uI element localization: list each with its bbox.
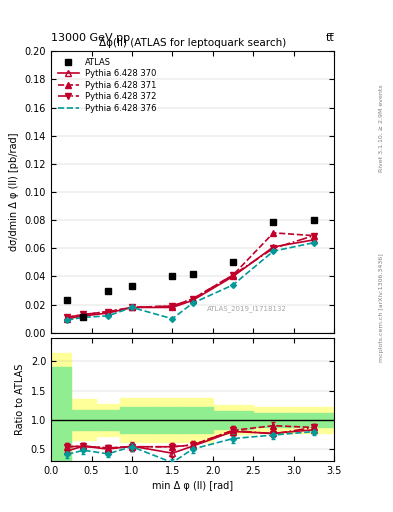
ATLAS <box>81 314 86 321</box>
Y-axis label: Ratio to ATLAS: Ratio to ATLAS <box>15 364 25 435</box>
Pythia 6.428 370 <box>65 315 70 322</box>
Y-axis label: dσ/dmin Δ φ (ll) [pb/rad]: dσ/dmin Δ φ (ll) [pb/rad] <box>9 133 19 251</box>
Pythia 6.428 371 <box>170 303 175 309</box>
ATLAS <box>105 288 110 294</box>
Pythia 6.428 370 <box>170 304 175 310</box>
Pythia 6.428 370 <box>81 313 86 319</box>
ATLAS <box>130 283 134 289</box>
Pythia 6.428 372 <box>65 314 70 321</box>
Line: Pythia 6.428 372: Pythia 6.428 372 <box>64 233 317 320</box>
Pythia 6.428 371 <box>105 309 110 315</box>
Pythia 6.428 376 <box>271 248 276 254</box>
Text: mcplots.cern.ch [arXiv:1306.3436]: mcplots.cern.ch [arXiv:1306.3436] <box>379 253 384 361</box>
Pythia 6.428 370 <box>231 273 235 280</box>
Pythia 6.428 376 <box>81 314 86 321</box>
ATLAS <box>190 270 195 276</box>
Line: Pythia 6.428 370: Pythia 6.428 370 <box>64 237 317 322</box>
Pythia 6.428 370 <box>130 304 134 310</box>
Pythia 6.428 370 <box>271 244 276 250</box>
Pythia 6.428 376 <box>105 313 110 319</box>
Line: ATLAS: ATLAS <box>64 217 317 321</box>
Pythia 6.428 371 <box>190 296 195 302</box>
Text: 13000 GeV pp: 13000 GeV pp <box>51 33 130 43</box>
Pythia 6.428 372 <box>190 296 195 302</box>
Pythia 6.428 372 <box>231 272 235 278</box>
Text: ATLAS_2019_I1718132: ATLAS_2019_I1718132 <box>207 305 286 312</box>
Pythia 6.428 371 <box>65 314 70 321</box>
Pythia 6.428 376 <box>231 282 235 288</box>
Pythia 6.428 372 <box>271 245 276 251</box>
Pythia 6.428 372 <box>81 311 86 317</box>
ATLAS <box>65 297 70 304</box>
Pythia 6.428 371 <box>312 232 316 239</box>
Pythia 6.428 376 <box>130 304 134 310</box>
ATLAS <box>231 259 235 265</box>
Pythia 6.428 376 <box>65 317 70 323</box>
Pythia 6.428 371 <box>231 272 235 278</box>
ATLAS <box>312 217 316 223</box>
Pythia 6.428 371 <box>271 230 276 236</box>
Line: Pythia 6.428 376: Pythia 6.428 376 <box>67 243 314 320</box>
ATLAS <box>271 219 276 225</box>
Text: tt̅: tt̅ <box>325 33 334 43</box>
Pythia 6.428 372 <box>170 303 175 309</box>
Pythia 6.428 376 <box>312 240 316 246</box>
Pythia 6.428 376 <box>170 315 175 322</box>
Pythia 6.428 370 <box>190 297 195 304</box>
X-axis label: min Δ φ (ll) [rad]: min Δ φ (ll) [rad] <box>152 481 233 491</box>
Line: Pythia 6.428 371: Pythia 6.428 371 <box>64 230 317 320</box>
Pythia 6.428 372 <box>312 232 316 239</box>
Pythia 6.428 370 <box>312 237 316 243</box>
Legend: ATLAS, Pythia 6.428 370, Pythia 6.428 371, Pythia 6.428 372, Pythia 6.428 376: ATLAS, Pythia 6.428 370, Pythia 6.428 37… <box>55 55 159 115</box>
Text: Rivet 3.1.10, ≥ 2.9M events: Rivet 3.1.10, ≥ 2.9M events <box>379 84 384 172</box>
ATLAS <box>170 273 175 280</box>
Pythia 6.428 376 <box>190 300 195 306</box>
Pythia 6.428 371 <box>130 304 134 310</box>
Pythia 6.428 372 <box>130 304 134 310</box>
Pythia 6.428 371 <box>81 311 86 317</box>
Pythia 6.428 372 <box>105 309 110 315</box>
Pythia 6.428 370 <box>105 310 110 316</box>
Title: Δφ(ll) (ATLAS for leptoquark search): Δφ(ll) (ATLAS for leptoquark search) <box>99 38 286 48</box>
